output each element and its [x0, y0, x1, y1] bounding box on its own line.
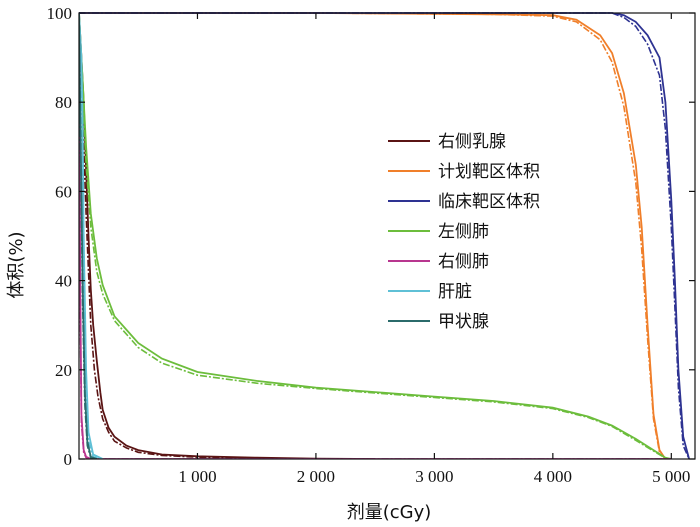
series-line-0-solid [79, 12, 376, 459]
series-line-6-solid [79, 12, 98, 459]
legend-label-5: 肝脏 [438, 282, 472, 302]
legend-label-0: 右侧乳腺 [438, 132, 506, 152]
series-line-0-dashed [79, 12, 316, 459]
y-tick-label: 100 [47, 4, 73, 23]
legend-label-3: 左侧肺 [438, 222, 489, 242]
series-line-5-solid [79, 12, 104, 459]
y-axis-title: 体积(%) [6, 231, 27, 298]
series-line-3-solid [79, 12, 672, 459]
y-tick-label: 60 [55, 182, 72, 201]
series-line-3-dashed [79, 12, 672, 459]
y-tick-label: 0 [64, 450, 73, 469]
y-tick-label: 80 [55, 93, 72, 112]
y-tick-label: 20 [55, 361, 72, 380]
legend-label-6: 甲状腺 [438, 312, 489, 332]
series-lines [79, 12, 690, 459]
x-axis-title: 剂量(cGy) [347, 502, 432, 523]
legend-label-4: 右侧肺 [438, 252, 489, 272]
x-tick-label: 3 000 [415, 467, 453, 486]
x-tick-label: 4 000 [534, 467, 572, 486]
y-tick-label: 40 [55, 272, 72, 291]
legend-label-1: 计划靶区体积 [438, 162, 540, 182]
x-tick-label: 5 000 [652, 467, 690, 486]
x-tick-label: 1 000 [178, 467, 216, 486]
x-tick-label: 2 000 [297, 467, 335, 486]
axes: 1 000 2 000 3 000 4 000 5 000 0 20 40 60 80 100 [47, 4, 696, 486]
legend-label-2: 临床靶区体积 [438, 192, 540, 212]
plot-frame [78, 12, 696, 460]
